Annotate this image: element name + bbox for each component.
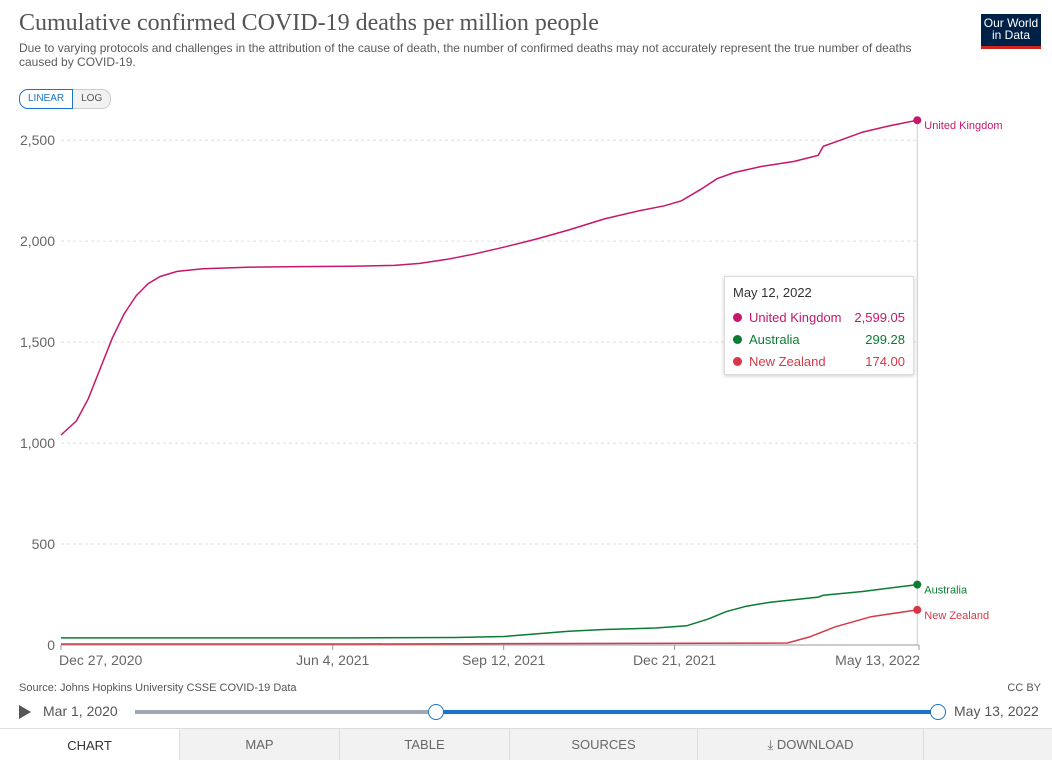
y-tick-label: 2,500 bbox=[20, 132, 55, 148]
tooltip-date: May 12, 2022 bbox=[733, 285, 812, 300]
series-line bbox=[61, 609, 918, 645]
y-tick-label: 0 bbox=[47, 637, 55, 653]
tab-download-label: Download bbox=[776, 737, 854, 752]
tooltip-series-name: New Zealand bbox=[749, 353, 826, 369]
play-icon[interactable] bbox=[19, 705, 31, 719]
tooltip-series-value: 174.00 bbox=[865, 353, 905, 369]
chart-subtitle: Due to varying protocols and challenges … bbox=[19, 41, 912, 69]
logo-line-1: Our World bbox=[983, 16, 1039, 30]
x-tick-label: Dec 27, 2020 bbox=[59, 652, 142, 668]
series-endpoint bbox=[913, 116, 922, 125]
series-label: United Kingdom bbox=[924, 120, 1002, 132]
timeline-end-handle[interactable] bbox=[930, 704, 946, 720]
tooltip-row: United Kingdom 2,599.05 bbox=[733, 306, 905, 328]
timeline-start-handle[interactable] bbox=[428, 704, 444, 720]
scale-toggle: LINEAR LOG bbox=[19, 89, 112, 109]
series-line bbox=[60, 119, 918, 436]
linear-scale-button[interactable]: LINEAR bbox=[19, 89, 74, 109]
y-tick-label: 2,000 bbox=[20, 233, 55, 249]
timeline-slider: Mar 1, 2020 May 13, 2022 bbox=[19, 700, 1049, 724]
series-line bbox=[61, 583, 918, 639]
tab-download[interactable]: ⤓ Download bbox=[698, 729, 924, 760]
license-link[interactable]: CC BY bbox=[1007, 682, 1041, 694]
source-note[interactable]: Source: Johns Hopkins University CSSE CO… bbox=[19, 682, 297, 694]
chart-title: Cumulative confirmed COVID-19 deaths per… bbox=[19, 10, 599, 36]
tooltip-series-dot bbox=[733, 356, 742, 366]
x-tick-label: May 13, 2022 bbox=[835, 652, 920, 668]
tab-bar: Chart Map Table Sources ⤓ Download bbox=[0, 728, 1052, 760]
line-chart[interactable]: 0 500 1,000 1,500 2,000 2,500 Dec 27, 2020 Jun … bbox=[0, 0, 1052, 700]
tooltip-series-dot bbox=[733, 334, 742, 344]
x-tick-label: Jun 4, 2021 bbox=[296, 652, 369, 668]
tooltip-series-name: Australia bbox=[749, 331, 800, 347]
tab-bar-filler bbox=[924, 729, 1052, 760]
tooltip-row: New Zealand 174.00 bbox=[733, 350, 905, 372]
hover-tooltip: May 12, 2022 United Kingdom 2,599.05 Austr… bbox=[724, 276, 914, 375]
logo-line-2: in Data bbox=[991, 28, 1031, 42]
series-label: Australia bbox=[924, 585, 968, 597]
y-tick-label: 500 bbox=[32, 536, 56, 552]
series-endpoint bbox=[913, 580, 922, 589]
timeline-end-label: May 13, 2022 bbox=[954, 703, 1039, 719]
y-tick-label: 1,000 bbox=[20, 435, 55, 451]
tab-table[interactable]: Table bbox=[340, 729, 510, 760]
tab-map[interactable]: Map bbox=[180, 729, 340, 760]
x-tick-label: Dec 21, 2021 bbox=[633, 652, 716, 668]
y-tick-label: 1,500 bbox=[20, 334, 55, 350]
tooltip-series-name: United Kingdom bbox=[749, 309, 842, 325]
tooltip-series-value: 299.28 bbox=[865, 331, 905, 347]
tooltip-series-value: 2,599.05 bbox=[854, 309, 905, 325]
logo-bar bbox=[981, 46, 1041, 49]
timeline-selected-range[interactable] bbox=[435, 710, 938, 714]
tooltip-row: Australia 299.28 bbox=[733, 328, 905, 350]
tab-sources[interactable]: Sources bbox=[510, 729, 698, 760]
tooltip-series-dot bbox=[733, 312, 742, 322]
series-label: New Zealand bbox=[924, 610, 989, 622]
series-endpoint bbox=[913, 605, 922, 614]
owid-logo[interactable]: Our World in Data bbox=[981, 14, 1041, 49]
log-scale-button[interactable]: LOG bbox=[73, 89, 112, 109]
tab-chart[interactable]: Chart bbox=[0, 729, 180, 760]
x-tick-label: Sep 12, 2021 bbox=[462, 652, 546, 668]
download-icon: ⤓ bbox=[767, 737, 774, 752]
timeline-start-label: Mar 1, 2020 bbox=[43, 703, 118, 719]
